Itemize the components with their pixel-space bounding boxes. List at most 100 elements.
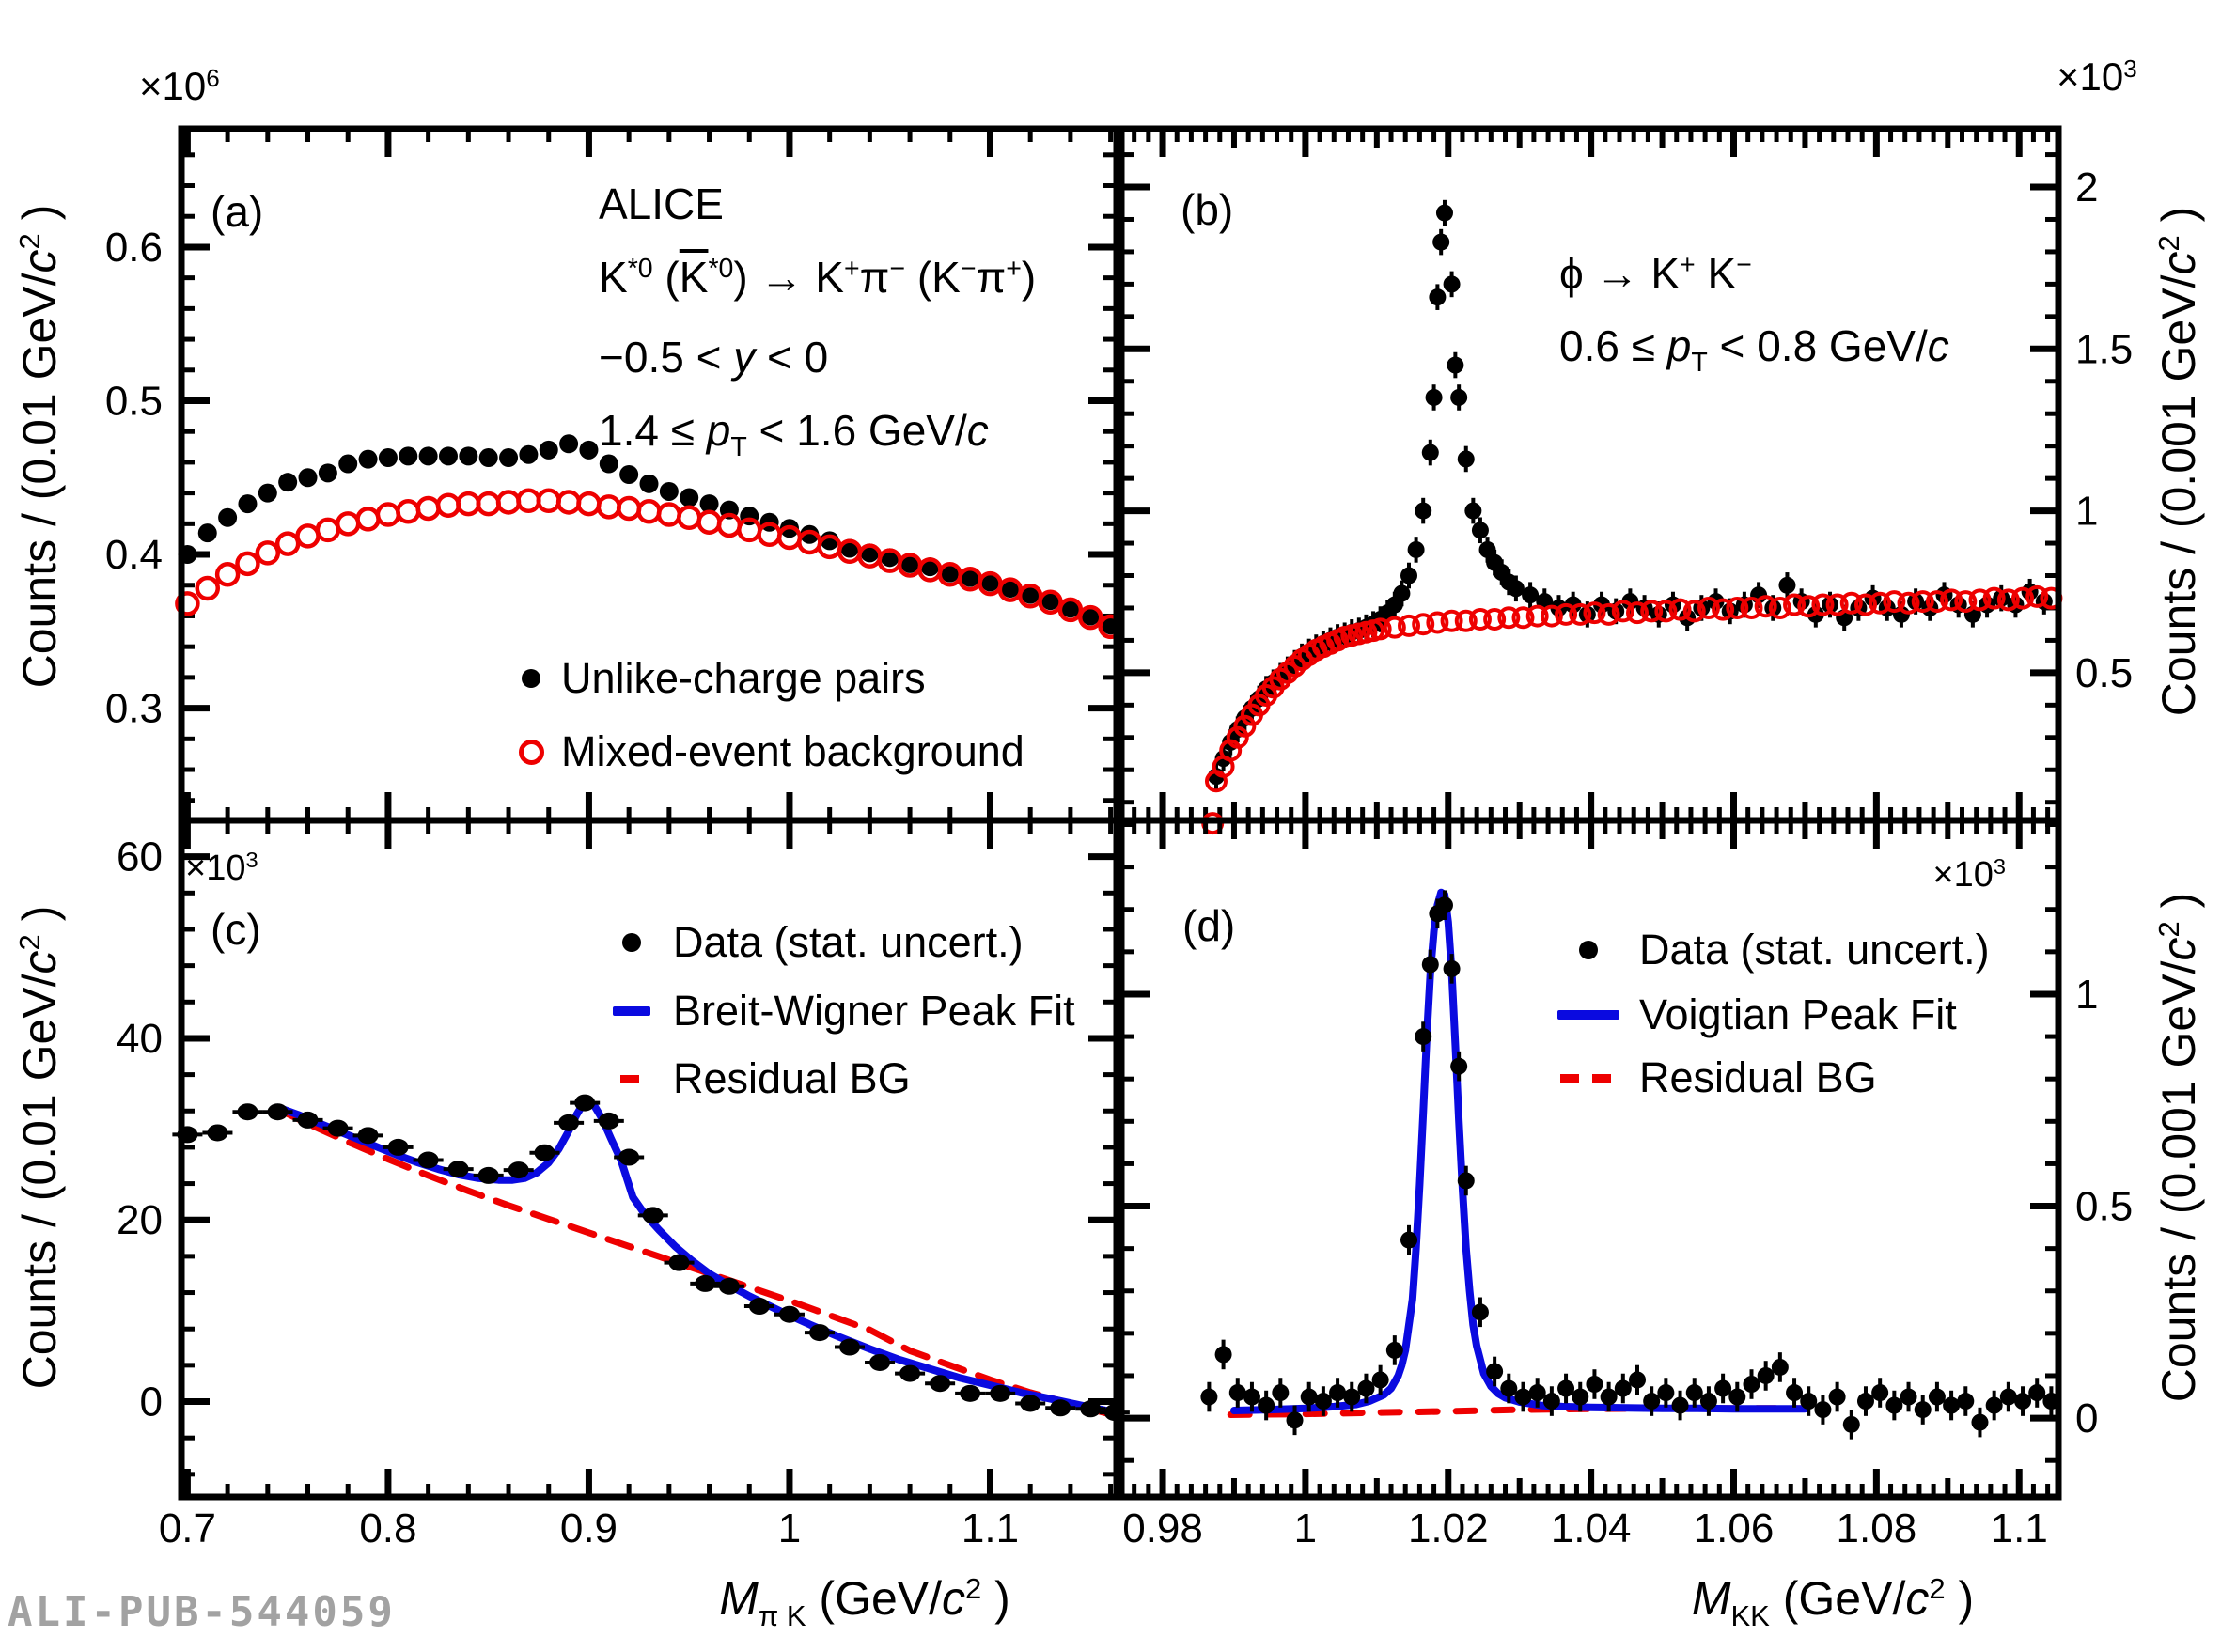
text-segment: K [1695,249,1737,298]
annotation-rapidity: −0.5 < y < 0 [599,320,1036,394]
panel-frame [1118,817,2062,1501]
y-tick-label: 1 [2075,972,2098,1018]
text-segment: c [13,950,66,974]
y-axis-title-top-left: Counts / (0.01 GeV/c2 ) [12,89,67,803]
text-segment: c [1927,321,1949,370]
y-tick-label: 0.4 [105,532,163,578]
y-tick-label: 40 [117,1016,163,1062]
red-dash-icon [602,1074,662,1083]
x-tick-label: 1.04 [1551,1505,1632,1551]
text-segment: 2 [2151,235,2185,252]
y-axis-title-top-right: Counts / (0.001 GeV/c2 ) [2151,104,2206,818]
annotation-decay-phi: ϕ → K+ K− [1559,241,1949,313]
text-segment: c [1905,1572,1930,1625]
x-tick-label: 1.06 [1694,1505,1775,1551]
text-segment: ) [981,1572,1010,1625]
text-segment: ) [1945,1572,1975,1625]
text-segment: < 1.6 GeV/ [746,406,967,455]
text-segment: c [13,249,66,273]
tick-labels: 0.3 0.4 0.5 0.6 [105,225,163,732]
x-axis-title-left: Mπ K (GeV/c2 ) [536,1571,1194,1632]
text-segment: Counts / (0.01 GeV/ [13,974,66,1390]
annotation-alice: ALICE [599,167,1036,241]
legend-label: Data (stat. uncert.) [1639,926,1990,974]
text-segment: ) [2152,206,2205,236]
text-segment: ) [13,204,66,234]
text-segment: M [719,1572,759,1625]
text-segment: ( [652,253,680,302]
text-segment: p [706,406,731,455]
filled-circle-icon [512,669,550,688]
text-segment: c [2152,251,2205,275]
text-segment: − [889,254,906,285]
text-segment: c [2152,937,2205,961]
legend-label: Residual BG [1639,1053,1877,1101]
panel-label-c: (c) [211,905,261,954]
text-segment: K [679,253,709,302]
text-segment: π K [758,1598,806,1632]
text-segment: π [976,253,1007,302]
legend-item-mixed-event: Mixed-event background [512,719,1024,785]
text-segment: Counts / (0.001 GeV/ [2152,960,2205,1403]
text-segment: ) [2152,892,2205,922]
y-axis-multiplier-a: ×106 [139,64,220,109]
text-segment: 3 [2123,54,2137,83]
text-segment: − [1736,250,1752,281]
text-segment: −0.5 < [599,333,734,382]
tick-labels: 0.5 1 1.5 2 [2075,164,2133,696]
text-segment: 2 [2151,921,2185,938]
legend-label: Unlike-charge pairs [561,654,926,702]
x-tick-label: 1.1 [1991,1505,2048,1551]
text-segment: Counts / (0.001 GeV/ [2152,274,2205,717]
panel-b: 0.5 1 1.5 2 [1118,125,2133,835]
blue-line-icon [1549,1010,1628,1020]
y-tick-label: 1.5 [2075,326,2133,372]
text-segment: Counts / (0.01 GeV/ [13,273,66,689]
filled-circle-icon [602,933,662,952]
legend-label: Residual BG [673,1054,911,1102]
legend-item-unlike-charge: Unlike-charge pairs [512,646,926,711]
y-tick-label: 60 [117,834,163,881]
text-segment: K [599,253,628,302]
x-tick-label: 1.08 [1837,1505,1917,1551]
filled-circle-icon [1549,941,1628,959]
x-tick-label: 1.1 [962,1505,1019,1551]
text-segment: ×10 [185,849,246,888]
x-tick-label: 1.02 [1408,1505,1489,1551]
legend-item-residual-bg-d: Residual BG [1549,1045,1877,1111]
y-tick-label: 0.6 [105,225,163,271]
legend-item-data-d: Data (stat. uncert.) [1549,917,1990,983]
legend-item-voigtian: Voigtian Peak Fit [1549,982,1957,1048]
series-voigtian-peak-fit [1230,888,1809,1414]
legend-item-data-c: Data (stat. uncert.) [602,910,1024,975]
y-tick-label: 0.5 [2075,1184,2133,1230]
y-tick-label: 0.3 [105,686,163,732]
legend-label: Mixed-event background [561,727,1024,775]
y-tick-label: 0.5 [105,378,163,424]
text-segment: T [730,431,747,462]
annotation-panel-b: ϕ → K+ K− 0.6 ≤ pT < 0.8 GeV/c [1559,241,1949,385]
series-data-stat-uncert [172,1094,1130,1422]
red-dash-icon [1549,1073,1628,1083]
y-tick-label: 0 [140,1379,163,1426]
x-tick-label: 1 [778,1505,801,1551]
text-segment: 2 [1929,1571,1946,1605]
y-tick-label: 0 [2075,1395,2098,1442]
text-segment: *0 [708,254,734,285]
panel-d: 0.98 1 1.02 1.04 1.06 1.08 1.1 0 0.5 1 [1118,817,2133,1551]
text-segment: *0 [627,254,653,285]
legend-label: Data (stat. uncert.) [673,918,1024,966]
text-segment: + [1680,250,1696,281]
panel-label-b: (b) [1181,185,1234,234]
y-tick-label: 1 [2075,489,2098,535]
text-segment: 0.6 ≤ [1559,321,1667,370]
legend-item-breit-wigner: Breit-Wigner Peak Fit [602,978,1075,1044]
text-segment: + [843,254,860,285]
text-segment: y [733,333,756,382]
text-segment: < 0.8 GeV/ [1707,321,1928,370]
y-axis-multiplier-c: ×103 [185,848,258,889]
legend-item-residual-bg-c: Residual BG [602,1046,911,1112]
series-residual-bg-fit [274,1105,1115,1418]
